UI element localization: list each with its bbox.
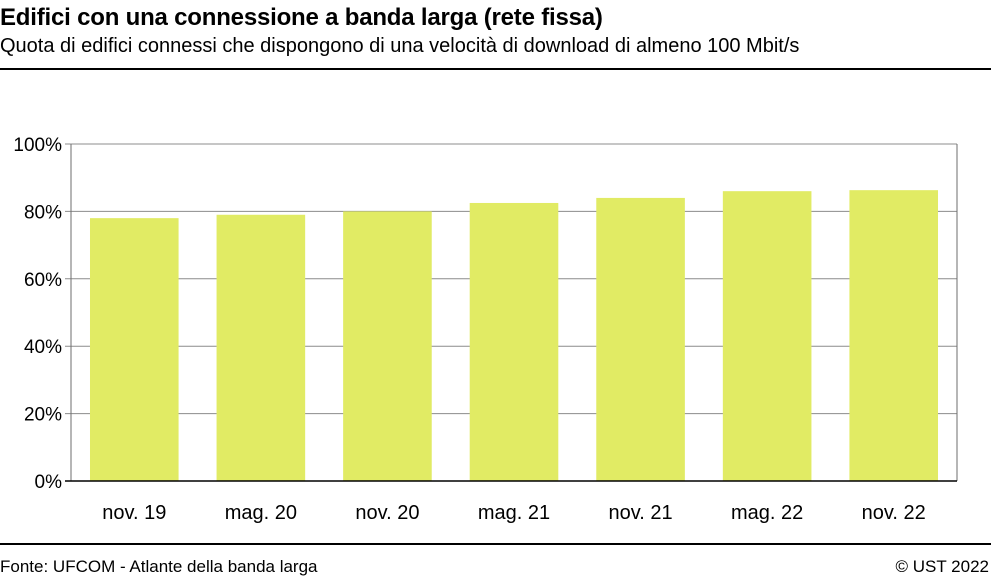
y-tick-label: 60% bbox=[24, 270, 62, 291]
copyright-note: © UST 2022 bbox=[895, 557, 989, 576]
x-tick-label: nov. 20 bbox=[355, 502, 419, 524]
chart-title: Edifici con una connessione a banda larg… bbox=[0, 4, 603, 31]
x-tick-label: nov. 22 bbox=[862, 502, 926, 524]
x-tick-label: mag. 22 bbox=[731, 502, 803, 524]
bar-chart: 0% 20% 40% 60% 80% 100% nov. 19 mag. 20 nov. 20 m… bbox=[13, 135, 958, 524]
bar-nov-22 bbox=[849, 190, 939, 481]
bar-mag-21 bbox=[469, 202, 559, 481]
y-tick-label: 20% bbox=[24, 405, 62, 426]
top-divider bbox=[0, 68, 991, 70]
y-tick-label: 80% bbox=[24, 202, 62, 223]
x-tick-label: mag. 20 bbox=[225, 502, 297, 524]
bottom-divider bbox=[0, 543, 991, 545]
bar-mag-22 bbox=[722, 191, 812, 481]
x-tick-label: nov. 21 bbox=[609, 502, 673, 524]
y-tick-label: 100% bbox=[13, 135, 62, 156]
x-tick-label: mag. 21 bbox=[478, 502, 550, 524]
y-tick-label: 0% bbox=[35, 472, 63, 493]
bar-nov-21 bbox=[596, 197, 685, 482]
bar-nov-19 bbox=[89, 218, 179, 481]
x-tick-label: nov. 19 bbox=[102, 502, 166, 524]
bar-mag-20 bbox=[216, 214, 306, 481]
bar-nov-20 bbox=[343, 211, 432, 481]
chart-subtitle: Quota di edifici connessi che dispongono… bbox=[0, 35, 800, 57]
source-note: Fonte: UFCOM - Atlante della banda larga bbox=[0, 557, 318, 576]
y-tick-label: 40% bbox=[24, 337, 62, 358]
